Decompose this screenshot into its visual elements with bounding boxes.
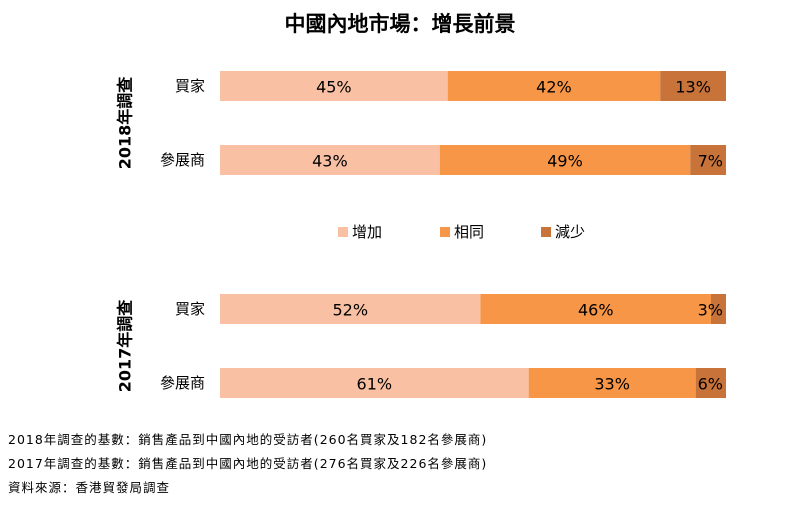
data-label: 46%: [578, 301, 614, 320]
bar-segment: [439, 145, 691, 175]
legend-swatch: [338, 227, 348, 237]
data-label: 49%: [547, 152, 583, 171]
data-label: 45%: [316, 78, 352, 97]
footnote-2017-base: 2017年調查的基數：銷售產品到中國內地的受訪者(276名買家及226名參展商): [8, 456, 488, 471]
bar-segment: [690, 145, 726, 175]
bar-segment: [528, 368, 696, 398]
legend-label: 減少: [555, 223, 585, 241]
data-label: 13%: [675, 78, 711, 97]
bar-segment: [480, 294, 711, 324]
data-label: 61%: [357, 375, 393, 394]
legend-swatch: [440, 227, 450, 237]
legend-swatch: [541, 227, 551, 237]
category-label: 參展商: [160, 151, 205, 169]
bar-segment: [447, 71, 661, 101]
chart-title: 中國內地市場：增長前景: [285, 11, 516, 36]
data-label: 3%: [698, 301, 723, 320]
legend-label: 增加: [352, 223, 382, 241]
legend-label: 相同: [454, 223, 484, 241]
category-label: 買家: [175, 300, 205, 318]
data-label: 43%: [312, 152, 348, 171]
bar-segment: [660, 71, 726, 101]
bar-segment: [220, 368, 529, 398]
data-label: 52%: [332, 301, 368, 320]
category-label: 參展商: [160, 374, 205, 392]
group-label: 2018年調查: [116, 77, 135, 170]
group-label: 2017年調查: [116, 300, 135, 393]
footnote-source: 資料來源：香港貿發局調查: [8, 480, 171, 495]
bar-segment: [695, 368, 726, 398]
bar-segment: [220, 145, 440, 175]
bar-segment: [710, 294, 726, 324]
footnotes: 2018年調查的基數：銷售產品到中國內地的受訪者(260名買家及182名參展商)…: [8, 428, 487, 500]
data-label: 7%: [698, 152, 723, 171]
bar-segment: [220, 71, 448, 101]
footnote-2018-base: 2018年調查的基數：銷售產品到中國內地的受訪者(260名買家及182名參展商): [8, 432, 488, 447]
data-label: 6%: [698, 375, 723, 394]
data-label: 42%: [536, 78, 572, 97]
bar-segment: [220, 294, 481, 324]
data-label: 33%: [594, 375, 630, 394]
category-label: 買家: [175, 77, 205, 95]
